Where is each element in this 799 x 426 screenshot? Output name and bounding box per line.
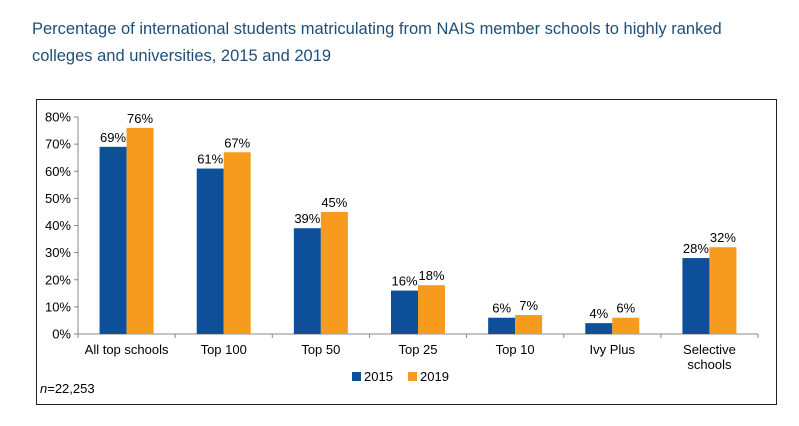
data-label-2019: 7% bbox=[519, 298, 538, 313]
category-label: schools bbox=[687, 357, 732, 372]
bar-2015 bbox=[585, 323, 613, 334]
y-tick-label: 10% bbox=[45, 299, 71, 314]
category-label: Top 50 bbox=[301, 342, 340, 357]
data-label-2015: 69% bbox=[100, 130, 126, 145]
y-tick-label: 50% bbox=[45, 191, 71, 206]
legend-swatch-2019 bbox=[408, 372, 417, 381]
legend-swatch-2015 bbox=[352, 372, 361, 381]
data-label-2015: 61% bbox=[197, 152, 223, 167]
chart-title: Percentage of international students mat… bbox=[32, 20, 722, 65]
legend-label-2019: 2019 bbox=[420, 369, 449, 384]
data-label-2015: 16% bbox=[391, 274, 417, 289]
category-label: Selective bbox=[683, 342, 736, 357]
bar-2015 bbox=[391, 290, 418, 334]
legend-label-2015: 2015 bbox=[364, 369, 393, 384]
bar-2019 bbox=[418, 285, 445, 334]
bar-2019 bbox=[223, 152, 251, 334]
y-tick-label: 60% bbox=[45, 164, 71, 179]
data-label-2015: 4% bbox=[589, 306, 608, 321]
bar-2015 bbox=[196, 168, 224, 334]
data-label-2019: 18% bbox=[418, 268, 444, 283]
y-tick-label: 30% bbox=[45, 245, 71, 260]
data-label-2015: 39% bbox=[294, 211, 320, 226]
chart-frame bbox=[36, 99, 777, 405]
y-tick-label: 0% bbox=[52, 327, 71, 342]
n-value: =22,253 bbox=[47, 381, 95, 396]
bar-2015 bbox=[682, 258, 710, 334]
y-tick-label: 40% bbox=[45, 218, 71, 233]
bar-2015 bbox=[99, 146, 127, 334]
category-label: Ivy Plus bbox=[590, 342, 636, 357]
category-label: All top schools bbox=[85, 342, 169, 357]
bar-2015 bbox=[488, 317, 516, 334]
data-label-2019: 67% bbox=[224, 135, 250, 150]
category-label: Top 100 bbox=[201, 342, 247, 357]
bar-2019 bbox=[320, 211, 348, 334]
bar-2019 bbox=[709, 247, 737, 334]
bar-2015 bbox=[293, 228, 321, 334]
data-label-2019: 76% bbox=[127, 111, 153, 126]
category-label: Top 25 bbox=[398, 342, 437, 357]
bar-2019 bbox=[612, 317, 640, 334]
bar-2019 bbox=[515, 315, 543, 334]
y-tick-label: 20% bbox=[45, 272, 71, 287]
y-tick-label: 70% bbox=[45, 137, 71, 152]
bar-2019 bbox=[126, 127, 154, 334]
data-label-2019: 45% bbox=[321, 195, 347, 210]
data-label-2015: 28% bbox=[683, 241, 709, 256]
data-label-2019: 6% bbox=[616, 301, 635, 316]
y-tick-label: 80% bbox=[45, 110, 71, 125]
category-label: Top 10 bbox=[496, 342, 535, 357]
sample-size-note: n=22,253 bbox=[40, 381, 95, 396]
data-label-2015: 6% bbox=[492, 301, 511, 316]
data-label-2019: 32% bbox=[710, 230, 736, 245]
n-label: n bbox=[40, 381, 48, 396]
